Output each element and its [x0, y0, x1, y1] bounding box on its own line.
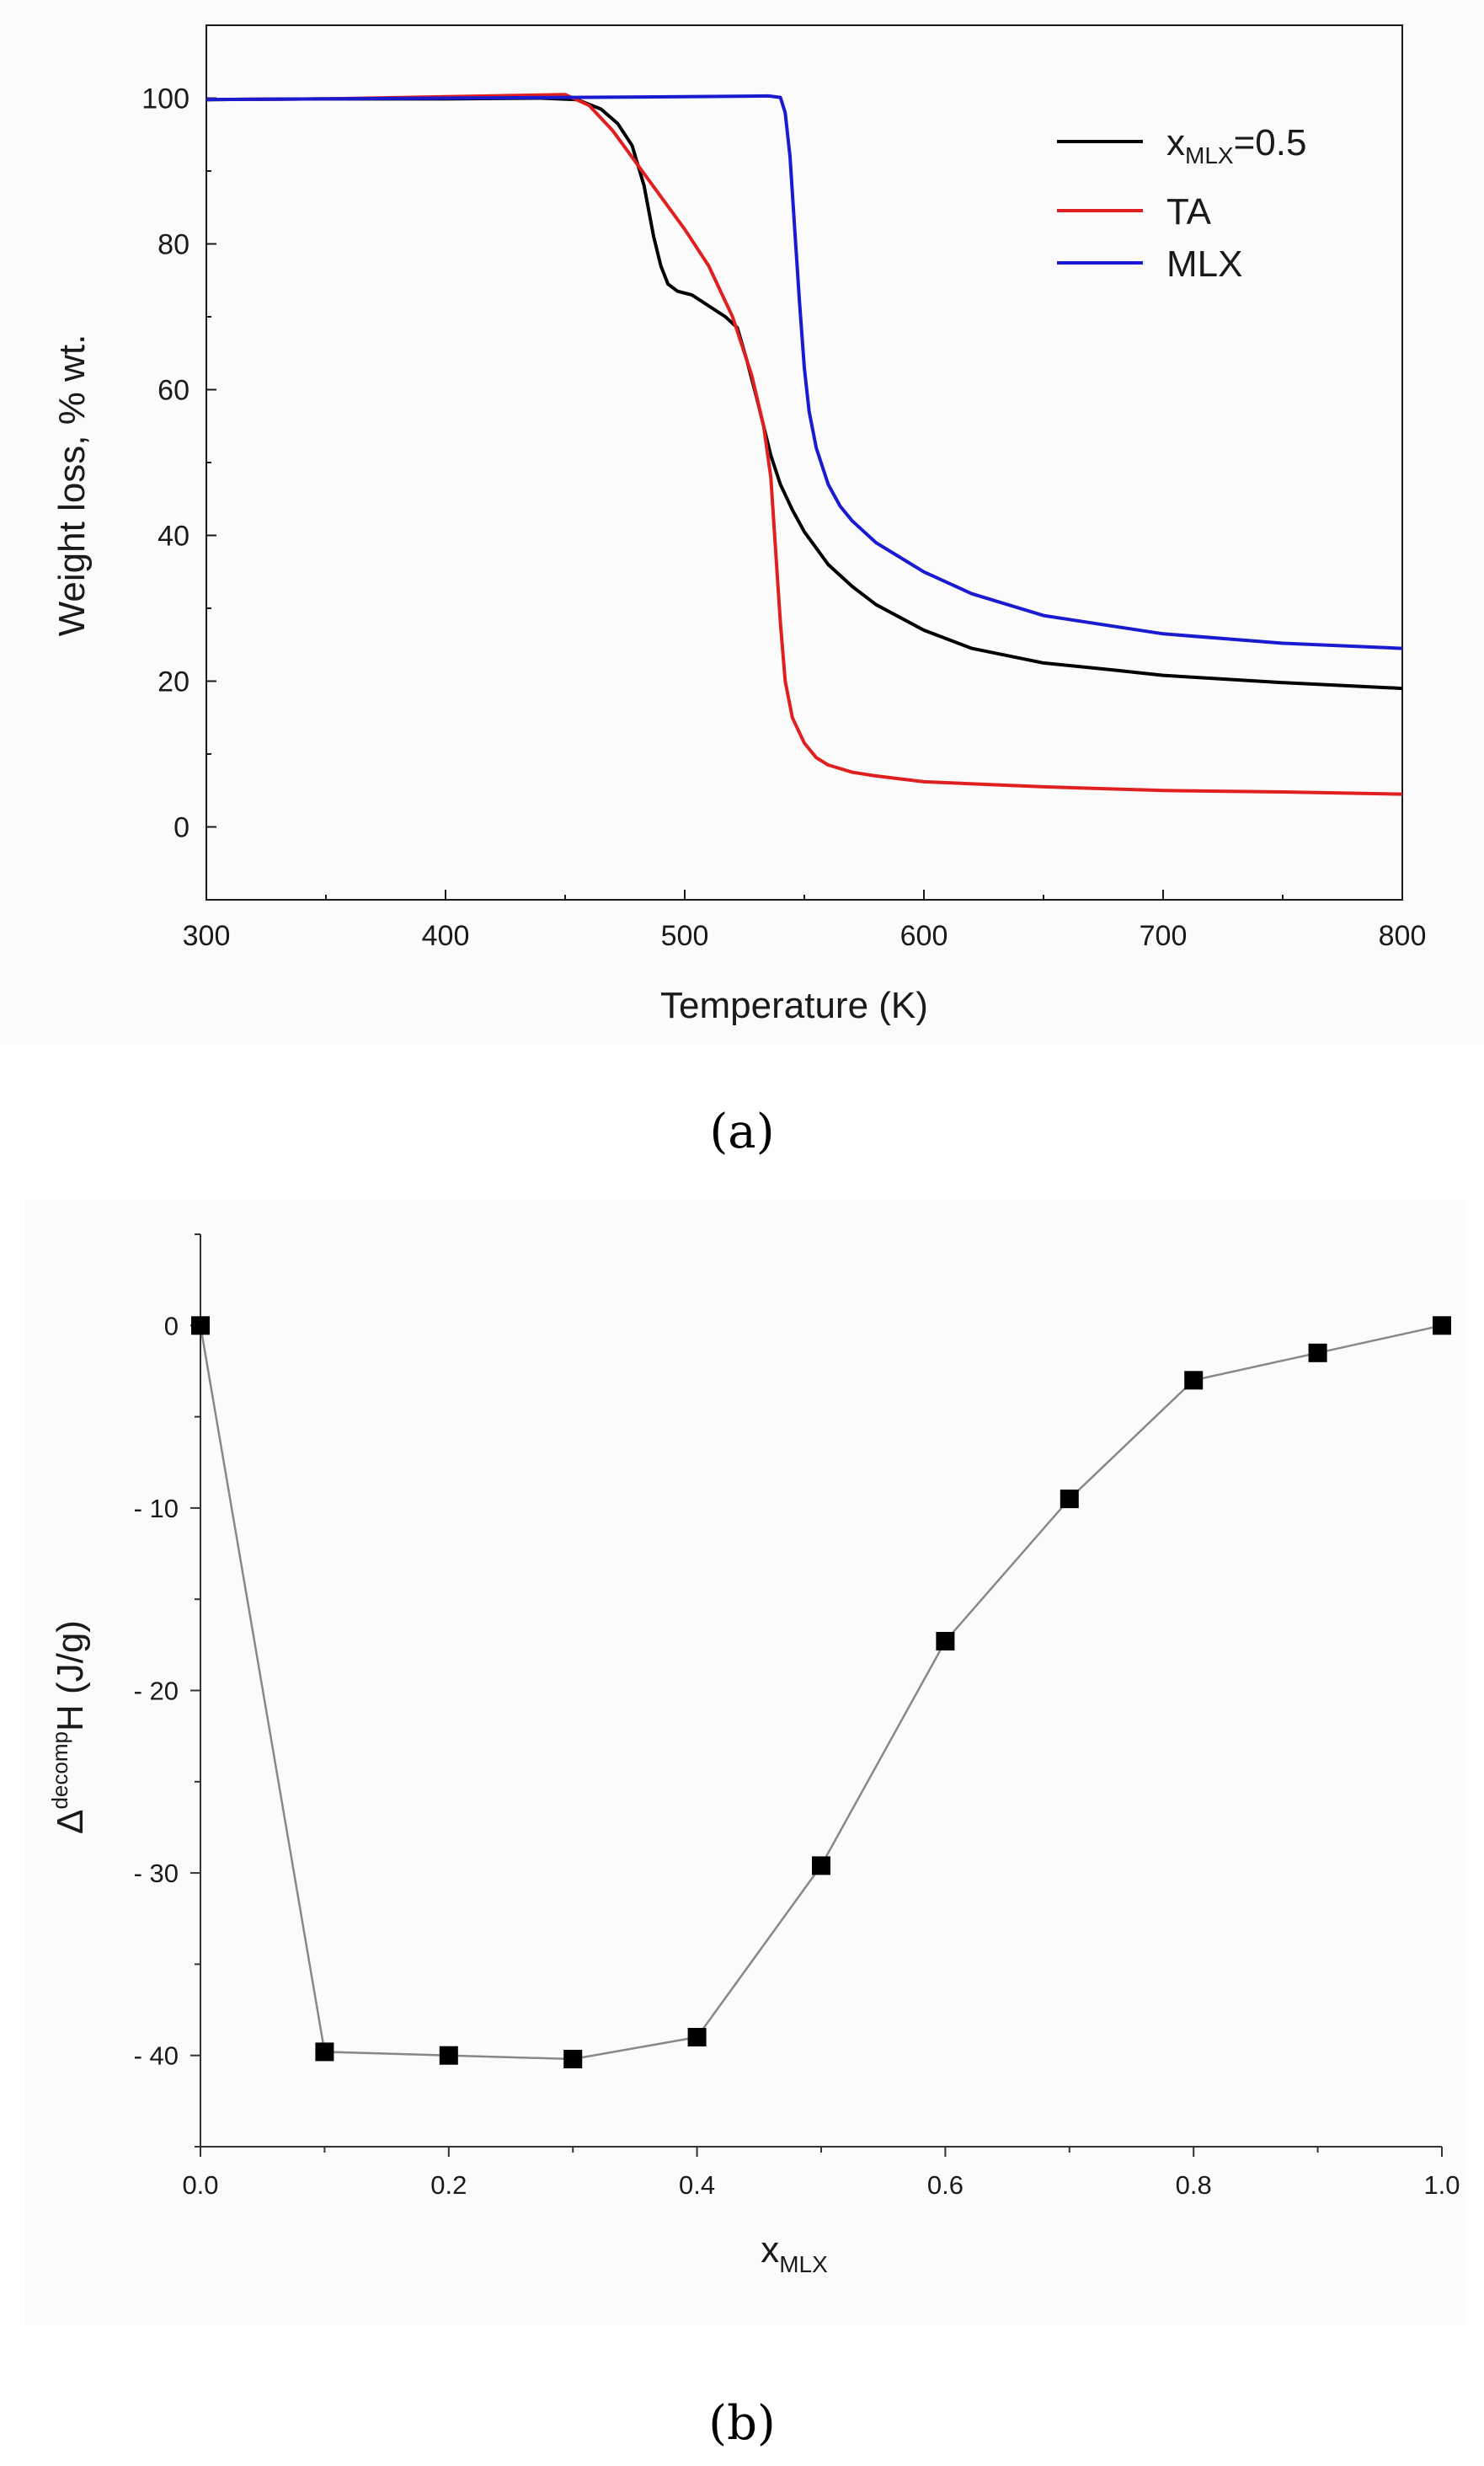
panel-b-x-tick-label-0-6: 0.6 — [927, 2170, 964, 2200]
legend-label-mlx: MLX — [1166, 243, 1242, 285]
panel-b-x-tick-label-0-4: 0.4 — [679, 2170, 715, 2200]
panel-b-y-axis-title: ΔdecompH (J/g) — [47, 1620, 91, 1834]
legend-label-x-mlx: xMLX=0.5 — [1166, 122, 1306, 169]
panel-b: 0.0 0.2 0.4 0.6 0.8 1.0 0 - 10 - 20 - 30 - 40 xMLX… — [25, 1201, 1465, 2325]
panel-a-ticks: 300 400 500 600 700 800 0 20 40 60 80 100 — [141, 24, 1427, 952]
panel-b-point-0-9 — [1308, 1343, 1327, 1362]
panel-b-x-axis-title: xMLX — [761, 2229, 828, 2277]
panel-a-legend: xMLX=0.5 TA MLX — [1057, 122, 1306, 285]
panel-b-point-0-1 — [315, 2042, 334, 2062]
caption-b: (b) — [708, 2396, 776, 2451]
panel-b-y-tick-label-30: - 30 — [134, 1859, 179, 1888]
legend-label-x-mlx-sub: MLX — [1185, 142, 1234, 169]
panel-a-y-tick-label-40: 40 — [157, 521, 190, 553]
panel-a-series — [206, 93, 1403, 796]
panel-a-y-tick-label-20: 20 — [157, 666, 190, 698]
panel-b-y-axis-title-sup: decomp — [47, 1731, 72, 1810]
panel-b-point-0-2 — [439, 2046, 458, 2065]
panel-b-point-0-4 — [687, 2028, 707, 2046]
panel-b-y-tick-label-40: - 40 — [134, 2041, 179, 2071]
legend-label-ta: TA — [1166, 191, 1212, 233]
panel-a-y-tick-label-0: 0 — [173, 812, 190, 844]
panel-b-x-tick-label-0-2: 0.2 — [430, 2170, 467, 2200]
panel-b-point-0-7 — [1060, 1490, 1079, 1509]
panel-a-background — [0, 0, 1484, 1045]
legend-label-x-mlx-main: x — [1166, 122, 1185, 163]
panel-a: 300 400 500 600 700 800 0 20 40 60 80 100 Temperatu… — [0, 0, 1484, 1045]
panel-b-ticks: 0.0 0.2 0.4 0.6 0.8 1.0 0 - 10 - 20 - 30 - 40 — [134, 1233, 1460, 2200]
panel-a-y-axis-title: Weight loss, % wt. — [51, 334, 93, 637]
panel-b-x-axis-title-sub: MLX — [779, 2251, 828, 2277]
panel-a-x-axis-title: Temperature (K) — [660, 985, 928, 1026]
panel-b-x-tick-label-0-0: 0.0 — [182, 2170, 218, 2200]
panel-b-y-tick-label-0: 0 — [164, 1311, 179, 1340]
panel-b-x-axis-title-main: x — [761, 2229, 779, 2271]
legend-label-x-mlx-suffix: =0.5 — [1234, 122, 1307, 163]
caption-a: (a) — [709, 1105, 774, 1159]
panel-b-x-tick-label-0-8: 0.8 — [1176, 2170, 1212, 2200]
panel-b-point-1-0 — [1433, 1316, 1451, 1335]
panel-a-x-tick-label-800: 800 — [1379, 920, 1427, 952]
panel-b-y-tick-label-20: - 20 — [134, 1677, 179, 1706]
panel-b-y-axis-title-prefix: Δ — [50, 1810, 91, 1834]
panel-a-x-tick-label-500: 500 — [661, 920, 709, 952]
series-ta-line — [206, 93, 1403, 796]
panel-a-y-tick-label-60: 60 — [157, 375, 190, 407]
panel-a-x-tick-label-400: 400 — [422, 920, 470, 952]
panel-b-y-tick-label-10: - 10 — [134, 1494, 179, 1523]
panel-b-point-0-5 — [812, 1856, 830, 1875]
panel-b-background — [25, 1201, 1465, 2325]
panel-b-point-0-3 — [563, 2050, 583, 2068]
panel-b-x-tick-label-1-0: 1.0 — [1423, 2170, 1460, 2200]
panel-a-x-tick-label-700: 700 — [1140, 920, 1188, 952]
series-mlx-line — [206, 94, 1403, 650]
panel-a-x-tick-label-600: 600 — [900, 920, 948, 952]
panel-b-point-0-6 — [936, 1632, 955, 1650]
panel-b-point-0-0 — [191, 1316, 210, 1335]
panel-a-x-tick-label-300: 300 — [183, 920, 231, 952]
panel-a-y-tick-label-80: 80 — [157, 229, 190, 261]
panel-a-y-tick-label-100: 100 — [141, 83, 190, 115]
panel-b-point-0-8 — [1184, 1371, 1204, 1390]
panel-b-series — [191, 1316, 1451, 2068]
panel-b-y-axis-title-main: H (J/g) — [50, 1620, 91, 1731]
